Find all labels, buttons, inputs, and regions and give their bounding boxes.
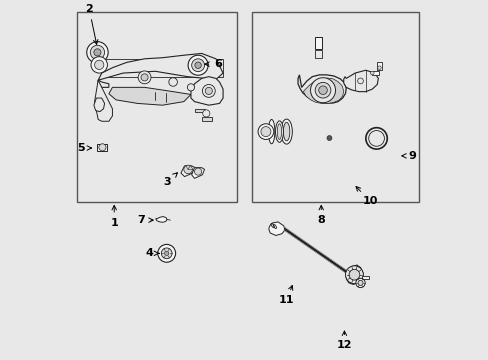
Circle shape bbox=[258, 124, 273, 139]
Polygon shape bbox=[94, 98, 104, 112]
Text: 3: 3 bbox=[163, 173, 177, 187]
Text: 11: 11 bbox=[278, 285, 294, 305]
Circle shape bbox=[164, 251, 168, 256]
Polygon shape bbox=[303, 78, 343, 103]
Circle shape bbox=[187, 84, 194, 91]
Polygon shape bbox=[345, 265, 362, 284]
Ellipse shape bbox=[268, 120, 274, 144]
Polygon shape bbox=[297, 75, 346, 103]
Bar bbox=[77, 12, 237, 202]
Circle shape bbox=[183, 165, 192, 174]
Polygon shape bbox=[191, 77, 223, 105]
Circle shape bbox=[141, 74, 148, 81]
Circle shape bbox=[195, 62, 201, 68]
Ellipse shape bbox=[277, 124, 281, 139]
Text: 10: 10 bbox=[355, 186, 377, 206]
Circle shape bbox=[161, 248, 172, 259]
Polygon shape bbox=[98, 53, 223, 87]
Ellipse shape bbox=[283, 122, 289, 141]
Circle shape bbox=[91, 57, 107, 73]
Circle shape bbox=[261, 127, 270, 136]
Circle shape bbox=[348, 269, 359, 280]
Polygon shape bbox=[94, 80, 112, 121]
Circle shape bbox=[191, 59, 204, 72]
Circle shape bbox=[99, 144, 106, 151]
Circle shape bbox=[168, 78, 177, 86]
Circle shape bbox=[202, 85, 215, 97]
Polygon shape bbox=[156, 217, 167, 222]
Polygon shape bbox=[343, 70, 378, 92]
Text: 6: 6 bbox=[204, 59, 222, 69]
Polygon shape bbox=[268, 222, 284, 235]
Circle shape bbox=[90, 45, 104, 59]
Circle shape bbox=[205, 87, 212, 94]
Polygon shape bbox=[201, 117, 212, 121]
Circle shape bbox=[158, 244, 175, 262]
Circle shape bbox=[310, 78, 335, 103]
Polygon shape bbox=[109, 87, 191, 105]
Text: 12: 12 bbox=[336, 331, 351, 350]
Polygon shape bbox=[181, 166, 195, 176]
Ellipse shape bbox=[280, 119, 292, 144]
Bar bbox=[314, 50, 321, 58]
Text: 9: 9 bbox=[401, 151, 416, 161]
Circle shape bbox=[138, 71, 151, 84]
Circle shape bbox=[94, 60, 103, 69]
Text: 4: 4 bbox=[145, 248, 159, 258]
Text: 2: 2 bbox=[85, 4, 98, 44]
Circle shape bbox=[188, 55, 208, 75]
Bar bbox=[377, 62, 381, 70]
Circle shape bbox=[194, 168, 201, 175]
Text: 8: 8 bbox=[317, 206, 325, 225]
Text: 1: 1 bbox=[110, 206, 118, 228]
Circle shape bbox=[86, 42, 108, 63]
Polygon shape bbox=[194, 109, 205, 112]
Circle shape bbox=[370, 71, 373, 75]
Circle shape bbox=[377, 66, 381, 69]
Bar bbox=[251, 12, 419, 202]
Bar bbox=[371, 71, 378, 75]
Circle shape bbox=[94, 49, 101, 56]
Text: 5: 5 bbox=[77, 143, 91, 153]
Circle shape bbox=[357, 78, 363, 84]
Circle shape bbox=[357, 280, 362, 285]
Polygon shape bbox=[191, 168, 204, 178]
Circle shape bbox=[355, 278, 365, 288]
Bar bbox=[362, 276, 368, 279]
Ellipse shape bbox=[275, 121, 283, 142]
Circle shape bbox=[315, 82, 330, 98]
Circle shape bbox=[345, 266, 363, 284]
Circle shape bbox=[326, 135, 331, 140]
Circle shape bbox=[318, 86, 326, 94]
Bar bbox=[97, 144, 107, 151]
Circle shape bbox=[203, 110, 209, 117]
Polygon shape bbox=[102, 59, 223, 77]
Text: 7: 7 bbox=[137, 215, 153, 225]
Bar bbox=[314, 37, 321, 49]
